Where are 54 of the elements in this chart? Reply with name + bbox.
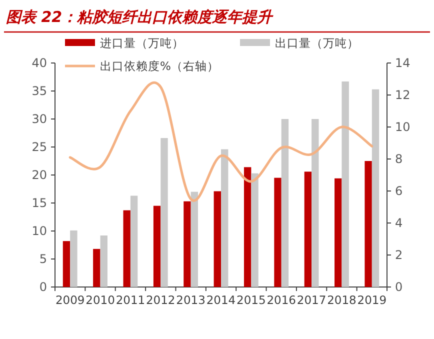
y2-tick-label: 8 — [395, 152, 403, 166]
bar — [190, 192, 198, 287]
bar — [342, 81, 349, 287]
bar — [153, 206, 161, 287]
bar — [334, 178, 342, 287]
x-tick-label: 2014 — [206, 293, 236, 307]
bar — [372, 89, 380, 287]
y-tick-label: 35 — [32, 84, 47, 98]
y-tick-label: 5 — [39, 252, 47, 266]
bar — [251, 173, 258, 287]
x-tick-label: 2017 — [296, 293, 326, 307]
chart-title: 图表 22：粘胶短纤出口依赖度逐年提升 — [6, 8, 274, 26]
bar — [130, 196, 138, 287]
bar — [274, 178, 282, 287]
bar — [123, 210, 130, 287]
y-tick-label: 30 — [32, 112, 47, 126]
bar — [244, 167, 252, 287]
bar — [221, 149, 228, 287]
y-tick-label: 40 — [32, 56, 47, 70]
y2-tick-label: 12 — [395, 88, 410, 102]
y-tick-label: 0 — [39, 280, 47, 294]
x-tick-label: 2019 — [357, 293, 387, 307]
bar — [281, 119, 289, 287]
y2-tick-label: 0 — [395, 280, 403, 294]
bar — [304, 172, 312, 287]
bar — [364, 161, 372, 287]
bar — [160, 138, 168, 287]
bar — [62, 241, 70, 287]
x-tick-label: 2012 — [146, 293, 176, 307]
bar — [184, 201, 191, 287]
bar — [70, 230, 78, 287]
y2-tick-label: 4 — [395, 216, 403, 230]
legend-label: 出口量（万吨） — [275, 36, 359, 50]
y2-tick-label: 14 — [395, 56, 410, 70]
bar — [93, 248, 100, 287]
bar — [214, 191, 221, 287]
bar — [312, 119, 319, 287]
y-tick-label: 20 — [32, 168, 47, 182]
bar — [100, 235, 108, 287]
y-tick-label: 15 — [32, 196, 47, 210]
x-tick-label: 2009 — [55, 293, 85, 307]
y2-tick-label: 6 — [395, 184, 403, 198]
x-tick-label: 2011 — [116, 293, 146, 307]
y-tick-label: 25 — [32, 140, 47, 154]
y2-tick-label: 10 — [395, 120, 410, 134]
legend-label: 出口依赖度%（右轴） — [100, 59, 219, 73]
x-tick-label: 2016 — [266, 293, 296, 307]
x-tick-label: 2018 — [327, 293, 356, 307]
legend-label: 进口量（万吨） — [100, 36, 184, 50]
x-tick-label: 2010 — [86, 293, 115, 307]
y2-tick-label: 2 — [395, 248, 403, 262]
x-tick-label: 2013 — [176, 293, 206, 307]
x-tick-label: 2015 — [236, 293, 266, 307]
y-tick-label: 10 — [32, 224, 47, 238]
